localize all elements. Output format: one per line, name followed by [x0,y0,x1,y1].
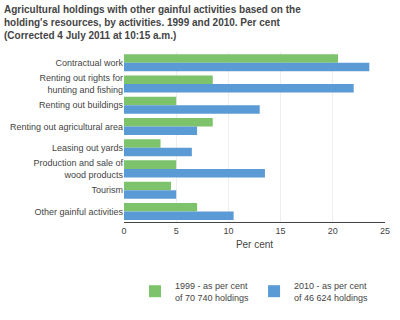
svg-text:5: 5 [174,226,179,236]
svg-text:Renting out rights forhunting: Renting out rights forhunting and fishin… [39,73,123,95]
svg-text:Contractual work: Contractual work [55,58,123,68]
svg-text:2010 - as per centof 46 624 ho: 2010 - as per centof 46 624 holdings [294,281,368,303]
svg-text:Renting out buildings: Renting out buildings [39,100,124,110]
svg-text:Per cent: Per cent [236,239,273,250]
svg-text:Renting out agricultural area: Renting out agricultural area [10,122,123,132]
svg-text:1999 - as per centof 70 740 ho: 1999 - as per centof 70 740 holdings [175,281,249,303]
svg-text:15: 15 [276,226,286,236]
svg-text:Leasing out yards: Leasing out yards [52,143,124,153]
svg-text:Other gainful activities: Other gainful activities [34,207,123,217]
svg-text:25: 25 [380,226,390,236]
svg-text:Agricultural holdings with oth: Agricultural holdings with other gainful… [4,4,301,41]
svg-text:0: 0 [121,226,126,236]
svg-text:10: 10 [223,226,233,236]
svg-text:Production and sale ofwood pro: Production and sale ofwood products [33,158,123,180]
svg-text:20: 20 [328,226,338,236]
svg-text:Tourism: Tourism [91,185,123,195]
